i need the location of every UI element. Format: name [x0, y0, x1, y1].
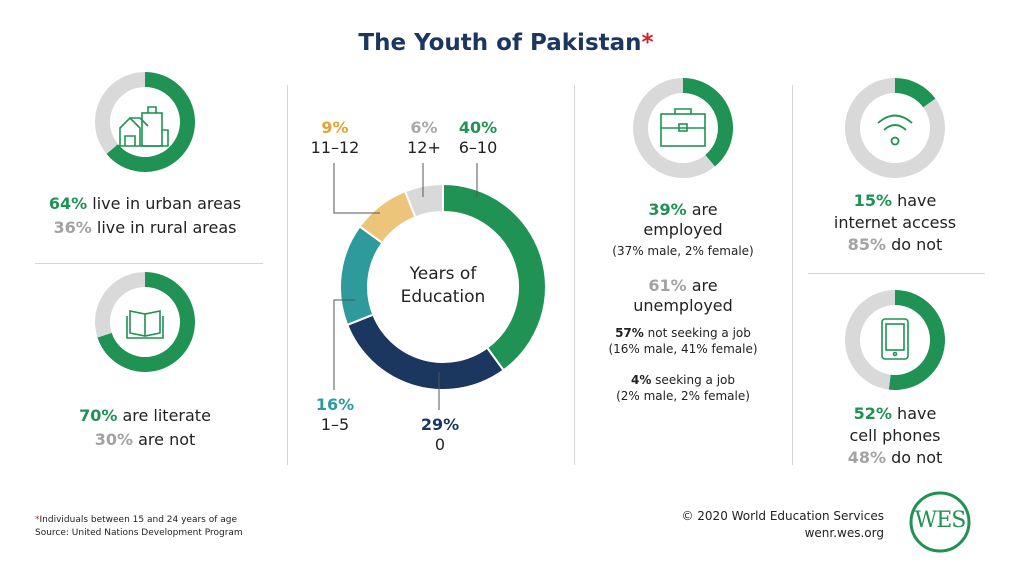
donut-slice-no-cell-phones [845, 290, 895, 390]
urban-line-1: 64% live in urban areas [48, 194, 242, 213]
divider [35, 263, 263, 264]
edu-label-6-10: 40% 6–10 [458, 118, 498, 157]
divider [574, 85, 575, 465]
title-asterisk: * [641, 30, 654, 56]
edu-label-1-5: 16% 1–5 [315, 395, 355, 434]
donut-slice-0 [345, 313, 505, 391]
divider [287, 85, 288, 465]
internet-text: 15% have internet access 85% do not [833, 191, 957, 254]
city-buildings-icon [116, 106, 169, 147]
donut-slice-not-literate [95, 272, 145, 338]
employed-text: 39% are employed [643, 200, 723, 239]
title-text: The Youth of Pakistan [358, 30, 642, 56]
wes-logo-text: WES [914, 508, 967, 533]
edu-label-0: 29% 0 [420, 415, 460, 454]
seeking-text: 4% seeking a job (2% male, 2% female) [616, 373, 750, 403]
literacy-line-1: 70% are literate [79, 406, 211, 425]
donut-slice-employed [683, 78, 733, 167]
donut-slice-literate [97, 272, 195, 372]
literacy-line-2: 30% are not [94, 430, 196, 449]
briefcase-icon [660, 108, 706, 147]
not-seeking-text: 57% not seeking a job (16% male, 41% fema… [608, 326, 758, 356]
donut-slice-urban [106, 72, 195, 173]
donut-slice-12- [403, 182, 444, 219]
open-book-icon [126, 310, 164, 339]
divider [808, 273, 985, 274]
donut-slice-internet-access [895, 78, 936, 108]
leader-line-11-12 [333, 163, 380, 214]
donut-slice-unemployed [633, 78, 715, 178]
leader-line-1-5 [333, 299, 355, 390]
donut-slice-cell-phones [888, 290, 945, 390]
wifi-icon [877, 114, 913, 146]
divider [792, 85, 793, 465]
donut-slice-no-access [844, 78, 945, 178]
wes-logo [909, 491, 971, 553]
cell-phone-icon [881, 318, 909, 360]
footnote: *Individuals between 15 and 24 years of … [35, 515, 243, 538]
donut-slice-rural [94, 72, 145, 154]
edu-center-title: Years of Education [400, 264, 486, 307]
unemployed-text: 61% are unemployed [633, 276, 733, 315]
edu-label-12plus: 6% 12+ [407, 118, 441, 157]
edu-label-11-12: 9% 11–12 [310, 118, 360, 157]
phones-text: 52% have cell phones 48% do not [847, 404, 943, 467]
employed-breakdown: (37% male, 2% female) [612, 244, 754, 258]
copyright: © 2020 World Education Services wenr.wes.… [681, 509, 884, 540]
urban-line-2: 36% live in rural areas [53, 218, 237, 237]
leader-lines [333, 163, 478, 410]
page-title: The Youth of Pakistan* [0, 30, 1012, 56]
donut-slice-1-5 [339, 225, 384, 327]
